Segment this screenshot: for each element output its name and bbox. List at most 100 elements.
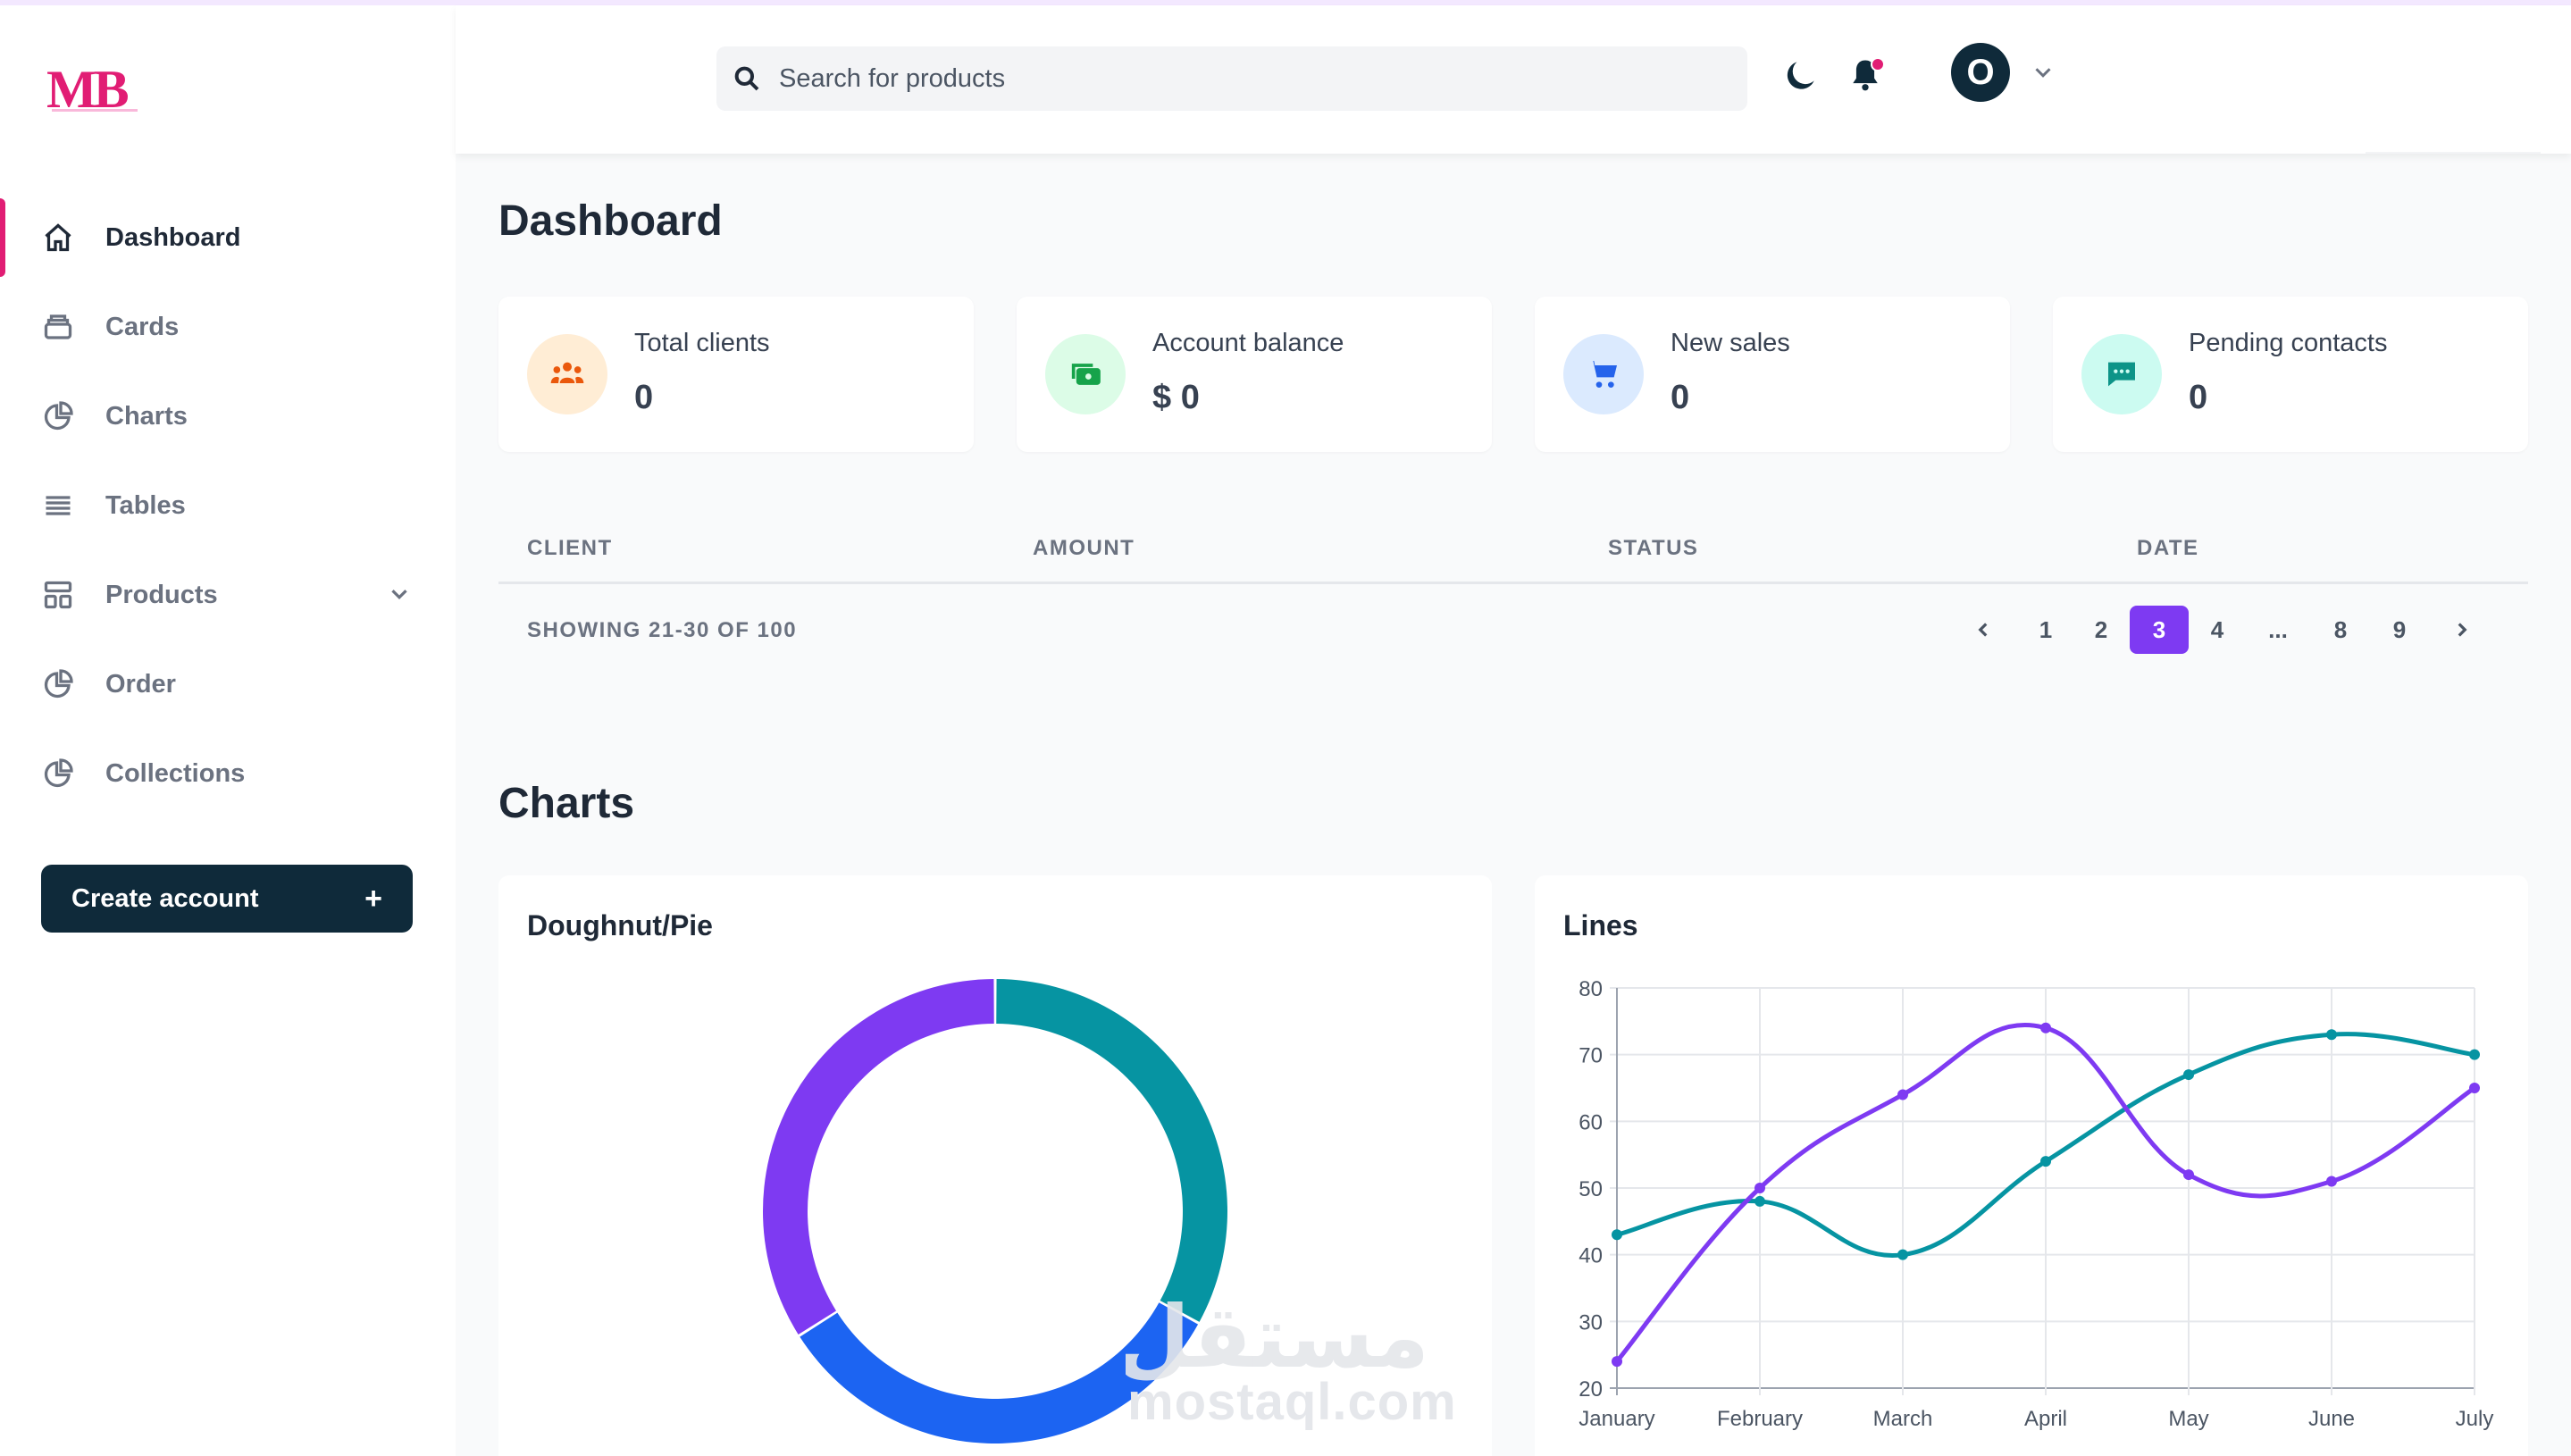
plus-icon: + [364, 882, 382, 916]
sidebar-item-label: Tables [105, 490, 186, 520]
sidebar-nav: Dashboard Cards Charts Tables Products [0, 193, 456, 818]
stat-label: Account balance [1152, 329, 1344, 357]
stat-card-account-balance: Account balance $ 0 [1017, 297, 1492, 452]
doughnut-chart-card: Doughnut/Pie [498, 875, 1492, 1456]
sidebar-item-dashboard[interactable]: Dashboard [0, 193, 456, 282]
cart-icon [1563, 334, 1644, 414]
create-account-button[interactable]: Create account + [41, 865, 413, 933]
logo[interactable]: MB [46, 61, 145, 118]
page-title: Dashboard [498, 197, 723, 245]
watermark-arabic: مستقل [1126, 1287, 1429, 1387]
sidebar-item-charts[interactable]: Charts [0, 372, 456, 461]
column-header-amount[interactable]: AMOUNT [1033, 536, 1135, 560]
pagination-prev-button[interactable] [1965, 606, 2001, 654]
logo-underline [52, 109, 138, 112]
y-tick-label: 30 [1579, 1310, 1603, 1335]
y-tick-label: 60 [1579, 1110, 1603, 1134]
chevron-left-icon [1978, 623, 1988, 637]
chart-title: Doughnut/Pie [527, 909, 713, 941]
stat-value: 0 [2189, 379, 2208, 416]
sidebar-item-cards[interactable]: Cards [0, 282, 456, 372]
data-point [2183, 1069, 2194, 1081]
data-point [2183, 1169, 2194, 1181]
sidebar-item-label: Dashboard [105, 222, 241, 252]
sidebar-item-tables[interactable]: Tables [0, 461, 456, 550]
y-tick-label: 20 [1579, 1377, 1603, 1402]
chevron-right-icon [2458, 623, 2467, 637]
stat-value: $ 0 [1152, 379, 1200, 416]
stat-card-pending-contacts: Pending contacts 0 [2053, 297, 2528, 452]
line-chart-card: Lines 20 30 40 50 60 70 80 January February March… [1535, 875, 2528, 1456]
data-point [1612, 1229, 1622, 1241]
data-point [1754, 1195, 1765, 1207]
pagination-page-1[interactable]: 1 [2039, 615, 2053, 643]
data-point [1897, 1089, 1908, 1100]
sidebar: MB Dashboard Cards Charts Tables [0, 5, 456, 1456]
column-header-status[interactable]: STATUS [1608, 536, 1699, 560]
chat-icon [2081, 334, 2162, 414]
search-bar[interactable] [716, 46, 1747, 111]
data-point [2469, 1049, 2480, 1060]
data-point [1897, 1249, 1908, 1260]
stat-label: New sales [1671, 329, 1790, 357]
chevron-down-icon[interactable] [386, 581, 413, 607]
data-point [1612, 1356, 1622, 1368]
x-tick-label: July [2456, 1407, 2494, 1431]
data-point [2040, 1156, 2051, 1167]
pagination-summary: SHOWING 21-30 OF 100 [527, 618, 798, 642]
stat-card-new-sales: New sales 0 [1535, 297, 2010, 452]
data-point [2040, 1022, 2051, 1033]
column-header-client[interactable]: CLIENT [527, 536, 613, 560]
stat-value: 0 [634, 379, 654, 416]
y-tick-label: 80 [1579, 977, 1603, 1001]
search-icon [734, 66, 759, 91]
x-tick-label: May [2168, 1407, 2208, 1431]
cards-icon [41, 310, 75, 344]
pagination-page-8[interactable]: 8 [2333, 615, 2348, 643]
sidebar-item-label: Order [105, 669, 176, 699]
doughnut-chart [763, 979, 1227, 1443]
sidebar-item-order[interactable]: Order [0, 640, 456, 729]
pagination-page-2[interactable]: 2 [2094, 615, 2108, 643]
data-point [2326, 1029, 2337, 1041]
list-icon [41, 489, 75, 523]
doughnut-slice-0 [996, 979, 1227, 1322]
layout-icon [41, 578, 75, 612]
stat-value: 0 [1671, 379, 1690, 416]
pagination-next-button[interactable] [2444, 606, 2480, 654]
watermark-text: mostaql.com [1127, 1373, 1457, 1431]
pagination-ellipsis: ... [2268, 615, 2288, 643]
stat-label: Total clients [634, 329, 770, 357]
sidebar-item-collections[interactable]: Collections [0, 729, 456, 818]
column-header-date[interactable]: DATE [2137, 536, 2199, 560]
avatar[interactable]: O [1951, 43, 2010, 102]
sidebar-item-label: Collections [105, 758, 246, 788]
search-input[interactable] [779, 63, 1708, 94]
y-tick-label: 40 [1579, 1244, 1603, 1268]
x-tick-label: January [1579, 1407, 1654, 1431]
sidebar-item-label: Charts [105, 401, 188, 431]
users-icon [527, 334, 607, 414]
charts-section-title: Charts [498, 780, 635, 827]
notification-dot [1871, 57, 1885, 71]
chart-title: Lines [1563, 909, 1638, 941]
pagination-page-4[interactable]: 4 [2210, 615, 2224, 643]
profile-underline [2366, 152, 2541, 154]
sidebar-item-label: Cards [105, 312, 180, 341]
logo-text: MB [46, 60, 130, 119]
chevron-down-icon[interactable] [2030, 59, 2056, 86]
line-chart: 20 30 40 50 60 70 80 January February March April M… [1579, 977, 2494, 1431]
stat-card-total-clients: Total clients 0 [498, 297, 974, 452]
pagination-page-3[interactable]: 3 [2130, 606, 2189, 654]
sidebar-item-products[interactable]: Products [0, 550, 456, 640]
x-tick-label: March [1873, 1407, 1933, 1431]
data-point [2326, 1176, 2337, 1187]
top-header [456, 5, 2571, 154]
data-point [2469, 1083, 2480, 1093]
home-icon [41, 221, 75, 255]
table-header: CLIENT AMOUNT STATUS DATE [498, 518, 2528, 584]
y-tick-label: 50 [1579, 1177, 1603, 1201]
money-icon [1045, 334, 1126, 414]
pagination-page-9[interactable]: 9 [2392, 615, 2407, 643]
moon-icon[interactable] [1781, 55, 1821, 95]
